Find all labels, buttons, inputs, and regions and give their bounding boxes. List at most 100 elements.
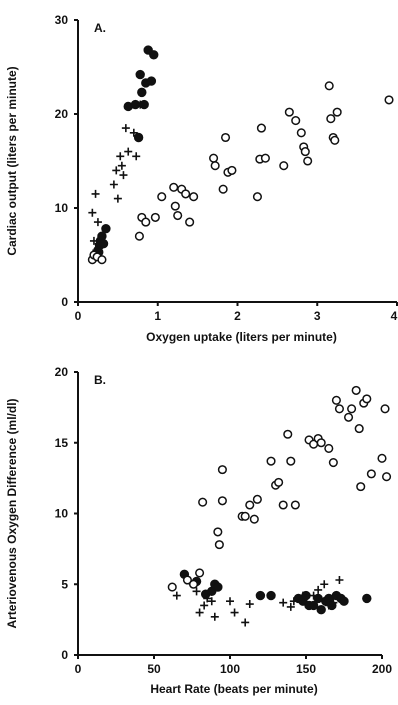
data-point-filled-circle [135,69,145,80]
y-tick-label: 15 [55,436,69,450]
data-point-open-circle [256,123,266,133]
data-point-open-circle [252,192,262,202]
data-point-open-circle [331,395,341,405]
data-point-plus [124,147,133,156]
data-point-plus [192,587,201,596]
data-point-open-circle [330,135,340,145]
data-point-plus [113,194,122,203]
data-point-plus [279,598,288,607]
data-point-open-circle [195,568,205,578]
data-point-open-circle [217,496,227,506]
panel-b: 0 50 100 150 200 0 5 10 15 20 B. Heart Rate (beats … [5,365,392,696]
data-point-open-circle [326,114,336,124]
data-point-plus [132,152,141,161]
x-tick-label: 2 [234,309,241,323]
data-point-open-circle [141,217,151,227]
panel-label: B. [94,373,106,387]
data-point-open-circle [220,132,231,143]
data-point-plus [117,161,126,170]
y-axis-title: Cardiac output (liters per minute) [5,66,19,255]
data-point-filled-circle [149,50,159,60]
data-point-plus [172,591,181,600]
data-point-plus [121,124,130,133]
data-point-open-circle [362,394,372,404]
data-point-open-circle [290,500,300,510]
data-point-open-circle [328,458,338,468]
data-point-open-circle [210,161,220,171]
data-point-plus [93,218,102,227]
data-point-plus [207,597,216,606]
data-point-open-circle [334,404,344,414]
data-point-filled-circle [146,76,157,86]
data-point-filled-circle [133,132,144,143]
x-tick-label: 1 [154,309,161,323]
data-point-open-circle [185,217,195,227]
data-point-plus [116,152,125,161]
data-point-plus [200,601,209,610]
data-point-open-circle [278,500,288,510]
y-tick-label: 5 [61,577,68,591]
data-point-open-circle [274,477,284,487]
y-tick-label: 10 [55,201,69,215]
x-tick-label: 50 [147,662,161,676]
data-point-open-circle [209,153,219,163]
data-point-plus [226,597,234,606]
data-point-filled-circle [316,605,326,615]
data-point-open-circle [324,81,334,91]
data-point-open-circle [198,497,208,507]
data-point-plus [94,239,103,248]
data-point-plus [286,602,295,611]
data-point-plus [203,594,212,603]
data-point-open-circle [249,514,259,524]
data-point-open-circle [382,472,392,482]
data-point-open-circle [316,438,326,448]
data-point-open-circle [213,527,223,537]
data-point-open-circle [303,156,313,166]
data-point-open-circle [286,456,296,466]
data-point-filled-circle [362,593,372,604]
data-point-plus [210,612,219,621]
data-point-filled-circle [137,87,147,98]
data-point-filled-circle [339,596,349,606]
data-point-open-circle [356,482,366,492]
data-point-plus [136,100,145,109]
y-tick-label: 0 [61,295,68,309]
data-point-filled-circle [255,590,266,601]
data-point-open-circle [218,184,228,194]
data-point-open-circle [173,210,183,221]
data-point-plus [324,601,333,610]
data-point-plus [314,585,323,594]
data-point-plus [320,580,329,589]
data-point-plus [119,171,128,180]
y-tick-label: 0 [61,648,68,662]
data-point-open-circle [332,107,342,117]
data-point-open-circle [97,255,107,265]
data-point-filled-circle [101,223,111,234]
data-point-open-circle [189,192,199,202]
data-point-filled-circle [308,600,319,611]
data-point-plus [230,608,239,617]
x-tick-label: 100 [220,662,240,676]
data-point-open-circle [377,453,387,463]
y-tick-label: 10 [55,507,69,521]
data-point-plus [298,591,307,600]
data-point-plus [89,236,98,245]
data-point-open-circle [344,412,354,422]
data-point-plus [289,597,298,606]
data-point-open-circle [291,116,301,126]
data-point-open-circle [188,579,199,589]
data-point-open-circle [227,165,237,175]
x-tick-label: 0 [75,662,82,676]
data-point-plus [245,600,254,609]
data-point-open-circle [217,465,227,475]
data-point-open-circle [150,212,160,222]
panel-a: 0 1 2 3 4 0 10 20 30 A. Oxygen uptake (liters per … [5,13,398,344]
data-point-open-circle [252,494,262,504]
data-point-plus [309,591,318,600]
data-point-open-circle [266,456,276,466]
data-point-open-circle [245,500,255,510]
data-point-open-circle [240,511,250,521]
data-point-open-circle [279,161,289,171]
data-point-open-circle [284,107,294,117]
data-point-open-circle [354,424,364,434]
